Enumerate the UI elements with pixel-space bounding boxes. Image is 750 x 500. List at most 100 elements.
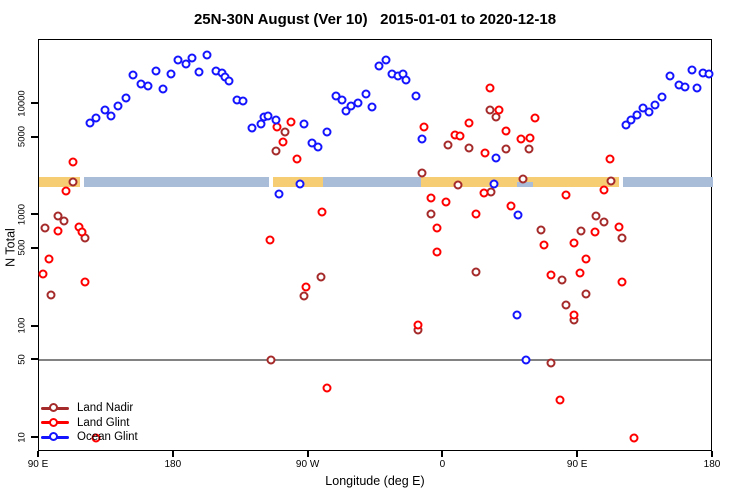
data-point-ocean-glint: [274, 189, 284, 199]
data-point-ocean-glint: [367, 102, 376, 112]
y-tick-label: 10: [16, 431, 28, 443]
data-point-land-glint: [471, 209, 481, 219]
data-point-ocean-glint: [128, 70, 138, 80]
data-point-ocean-glint: [687, 65, 697, 75]
data-point-land-glint: [441, 197, 451, 207]
data-point-land-nadir: [68, 177, 78, 187]
plot-area: Land Nadir Land Glint Ocean Glint: [38, 39, 713, 451]
data-point-land-nadir: [576, 226, 586, 236]
glint-mode-band-segment: [83, 177, 269, 187]
data-point-land-nadir: [59, 216, 69, 226]
data-point-ocean-glint: [680, 82, 690, 92]
legend-label: Land Glint: [77, 416, 130, 429]
data-point-land-glint: [317, 207, 327, 217]
data-point-land-nadir: [536, 225, 546, 235]
data-point-land-glint: [419, 122, 429, 132]
data-point-land-glint: [581, 254, 591, 264]
reference-line-50: [39, 359, 711, 362]
legend-item-ocean-glint: Ocean Glint: [41, 430, 138, 445]
data-point-land-nadir: [426, 209, 436, 219]
data-point-land-nadir: [453, 180, 463, 190]
data-point-land-nadir: [271, 146, 281, 156]
data-point-ocean-glint: [238, 96, 248, 106]
legend-item-land-glint: Land Glint: [41, 416, 138, 431]
x-tick-label: 0: [439, 459, 446, 470]
data-point-ocean-glint: [491, 153, 501, 163]
data-point-land-glint: [575, 268, 585, 278]
glint-mode-band-segment: [623, 177, 713, 187]
data-point-land-glint: [590, 227, 600, 237]
data-point-ocean-glint: [271, 115, 281, 125]
data-point-ocean-glint: [665, 71, 675, 81]
data-point-ocean-glint: [411, 91, 421, 101]
data-point-land-glint: [464, 118, 474, 128]
data-point-land-glint: [292, 154, 302, 164]
data-point-ocean-glint: [247, 123, 257, 133]
data-point-ocean-glint: [313, 142, 323, 152]
glint-mode-band-segment: [516, 182, 534, 187]
legend-swatch-ocean-glint: [41, 430, 69, 444]
data-point-land-nadir: [464, 143, 474, 153]
legend-label: Ocean Glint: [77, 431, 138, 443]
legend-item-land-nadir: Land Nadir: [41, 401, 138, 416]
legend-swatch-land-glint: [41, 416, 69, 430]
data-point-land-nadir: [591, 211, 601, 221]
data-point-ocean-glint: [224, 76, 234, 86]
data-point-land-glint: [301, 282, 311, 292]
data-point-land-glint: [479, 188, 489, 198]
data-point-land-nadir: [471, 267, 481, 277]
data-point-ocean-glint: [626, 115, 636, 125]
data-point-ocean-glint: [489, 179, 499, 189]
data-point-land-glint: [599, 185, 609, 195]
data-point-land-glint: [569, 238, 579, 248]
legend-label: Land Nadir: [77, 402, 134, 414]
data-point-ocean-glint: [91, 113, 101, 123]
data-point-land-nadir: [581, 289, 591, 299]
data-point-ocean-glint: [143, 81, 153, 91]
data-point-land-nadir: [557, 275, 567, 285]
data-point-ocean-glint: [513, 210, 523, 220]
data-point-land-glint: [286, 117, 296, 127]
data-point-land-glint: [485, 83, 495, 93]
data-point-land-nadir: [546, 358, 556, 368]
data-point-ocean-glint: [381, 55, 391, 65]
data-point-land-glint: [432, 223, 442, 233]
y-tick-label: 100: [16, 317, 28, 334]
x-tick-label: 90 E: [27, 459, 49, 470]
y-tick-mark: [31, 246, 38, 249]
data-point-ocean-glint: [106, 111, 116, 121]
data-point-land-glint: [322, 383, 332, 393]
data-point-ocean-glint: [158, 84, 168, 94]
data-point-land-nadir: [501, 144, 511, 154]
data-point-land-glint: [569, 310, 579, 320]
data-point-ocean-glint: [401, 75, 411, 85]
data-point-ocean-glint: [181, 59, 191, 69]
data-point-land-glint: [561, 190, 571, 200]
data-point-land-nadir: [40, 223, 50, 233]
y-tick-mark: [31, 358, 38, 361]
data-point-land-glint: [91, 433, 101, 443]
data-point-ocean-glint: [521, 355, 531, 365]
x-tick-mark: [711, 451, 713, 457]
y-tick-label: 10000: [16, 89, 28, 117]
data-point-land-glint: [506, 201, 516, 211]
data-point-land-glint: [413, 320, 423, 330]
data-point-land-nadir: [266, 355, 276, 365]
data-point-land-glint: [555, 395, 565, 405]
legend-circle-icon: [49, 417, 58, 427]
data-point-ocean-glint: [657, 92, 667, 102]
data-point-ocean-glint: [644, 107, 654, 117]
data-point-land-glint: [61, 186, 71, 196]
y-tick-mark: [31, 213, 38, 216]
data-point-land-nadir: [485, 105, 495, 115]
data-point-land-glint: [501, 126, 511, 136]
data-point-ocean-glint: [632, 110, 642, 120]
data-point-ocean-glint: [100, 105, 110, 115]
data-point-ocean-glint: [202, 50, 212, 60]
legend: Land Nadir Land Glint Ocean Glint: [41, 401, 138, 445]
data-point-land-glint: [278, 137, 288, 147]
data-point-land-glint: [44, 254, 54, 264]
x-tick-mark: [576, 451, 579, 457]
data-point-ocean-glint: [704, 69, 713, 79]
data-point-ocean-glint: [85, 118, 95, 128]
